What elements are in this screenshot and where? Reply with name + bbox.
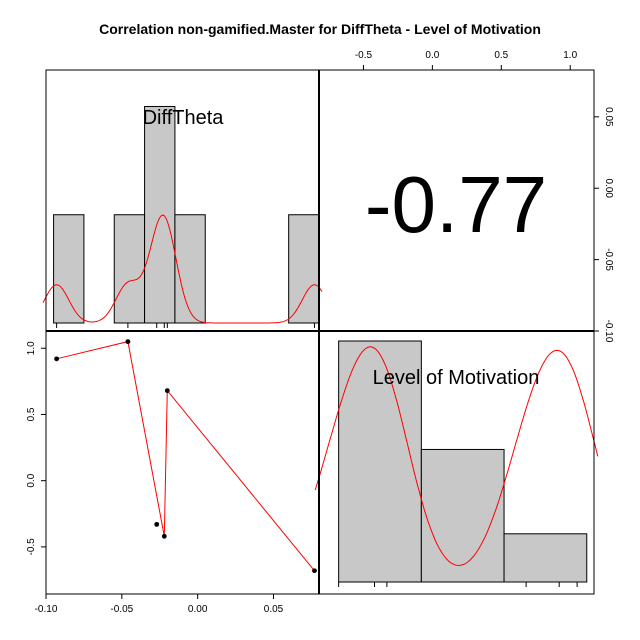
scatter-point-5 [312, 568, 317, 574]
scatter-point-0 [54, 356, 60, 362]
motivation-hist-bar-1 [420, 448, 505, 583]
left-axis-tick-label-3: 1.0 [26, 341, 37, 355]
difftheta-hist-bar-0 [53, 214, 85, 324]
scatter-fit-line [56, 340, 315, 572]
chart-title: Correlation non-gamified.Master for Diff… [99, 21, 541, 37]
bottom-axis-tick-label-3: 0.05 [264, 604, 284, 615]
scatter-point-2 [154, 521, 160, 527]
scatter-point-3 [161, 533, 167, 539]
right-axis-tick-label-2: 0.00 [603, 178, 614, 198]
top-axis-tick-label-0: -0.5 [355, 50, 373, 61]
panel-label-difftheta: DiffTheta [143, 107, 225, 129]
motivation-hist-bar-2 [503, 533, 588, 583]
panel-label-level-of-motivation: Level of Motivation [373, 367, 540, 389]
motivation-hist-bar-0 [338, 340, 422, 583]
difftheta-hist-bar-4 [288, 214, 320, 324]
right-axis-tick-label-3: 0.05 [603, 107, 614, 127]
left-axis-tick-label-0: -0.5 [26, 538, 37, 556]
motivation-density-curve [314, 346, 599, 566]
left-axis-tick-label-1: 0.0 [26, 473, 37, 487]
top-axis-tick-label-1: 0.0 [425, 50, 439, 61]
difftheta-density-curve [42, 214, 323, 324]
scatter-point-1 [125, 339, 131, 345]
top-axis-tick-label-2: 0.5 [494, 50, 508, 61]
left-axis-tick-label-2: 0.5 [26, 407, 37, 421]
bottom-axis-tick-label-1: -0.05 [110, 604, 133, 615]
difftheta-hist-bar-2 [144, 105, 176, 324]
bottom-axis-tick-label-0: -0.10 [35, 604, 58, 615]
scatter-point-4 [164, 388, 170, 394]
top-axis-tick-label-3: 1.0 [563, 50, 577, 61]
difftheta-hist-bar-3 [174, 214, 206, 324]
right-axis-tick-label-1: -0.05 [603, 248, 614, 271]
correlation-value: -0.77 [365, 160, 547, 249]
right-axis-tick-label-0: -0.10 [603, 320, 614, 343]
difftheta-hist-bar-1 [113, 214, 146, 324]
bottom-axis-tick-label-2: 0.00 [188, 604, 208, 615]
